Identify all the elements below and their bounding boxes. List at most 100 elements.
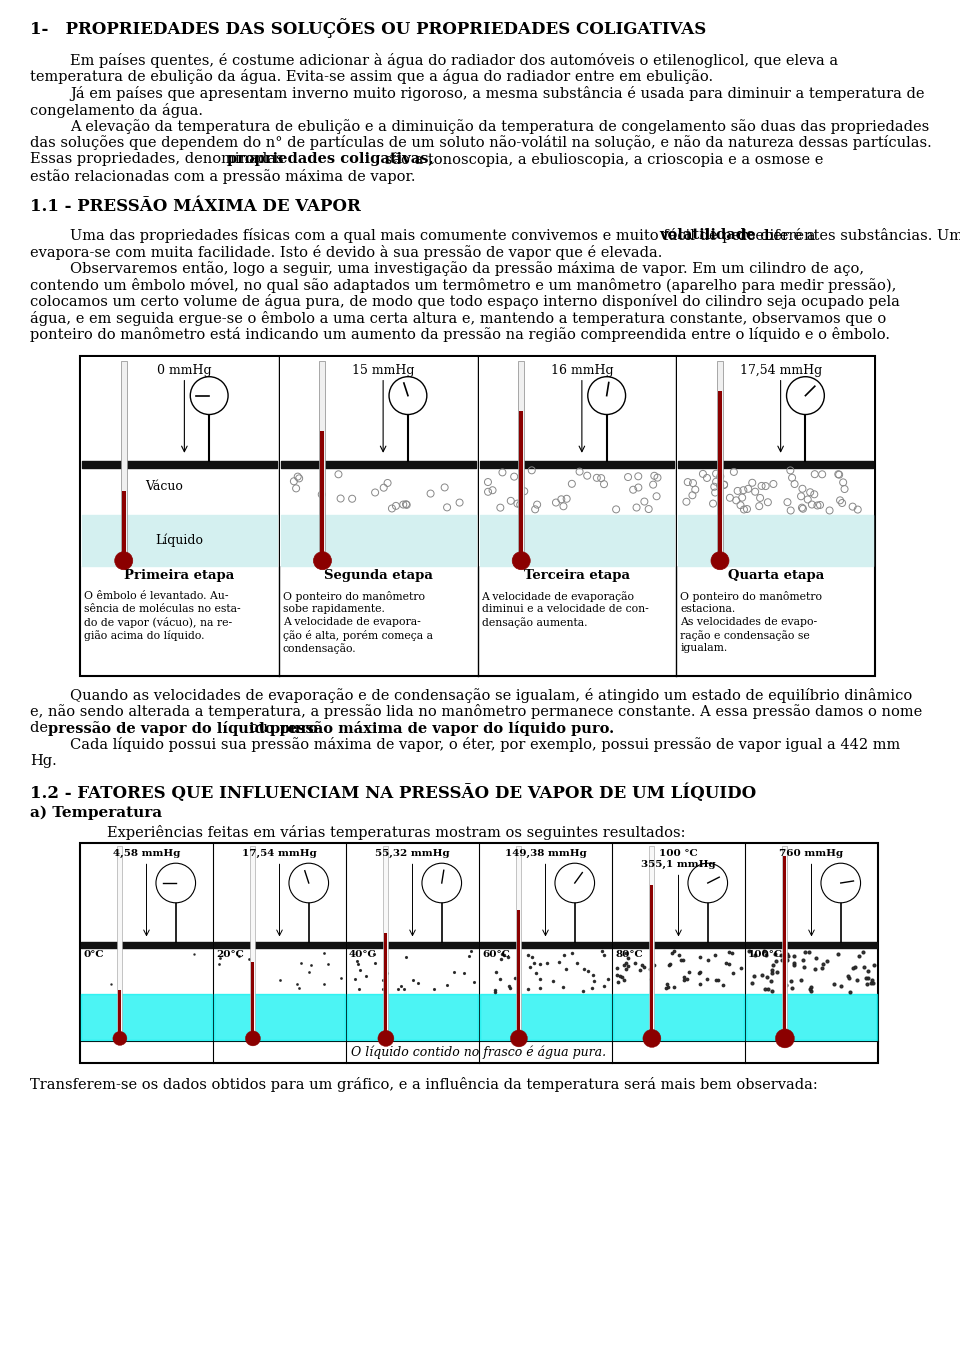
Text: 0°C: 0°C — [83, 950, 104, 960]
Text: das soluções que dependem do n° de partículas de um soluto não-volátil na soluçã: das soluções que dependem do n° de partí… — [30, 136, 932, 151]
Text: As velocidades de evapo-: As velocidades de evapo- — [681, 616, 817, 627]
Text: água, e em seguida ergue-se o êmbolo a uma certa altura e, mantendo a temperatur: água, e em seguida ergue-se o êmbolo a u… — [30, 311, 886, 326]
Circle shape — [786, 376, 825, 415]
Text: Uma das propriedades físicas com a qual mais comumente convivemos e muito fácil : Uma das propriedades físicas com a qual … — [70, 229, 820, 244]
Text: igualam.: igualam. — [681, 642, 728, 653]
Bar — [251, 846, 255, 1039]
Circle shape — [821, 864, 860, 902]
Text: contendo um êmbolo móvel, no qual são adaptados um termômetro e um manômetro (ap: contendo um êmbolo móvel, no qual são ad… — [30, 278, 897, 293]
Circle shape — [246, 1031, 260, 1046]
Bar — [677, 357, 874, 565]
Bar — [81, 357, 277, 565]
Circle shape — [113, 1031, 127, 1046]
Text: condensação.: condensação. — [283, 642, 356, 653]
Text: 0 mmHg: 0 mmHg — [157, 364, 212, 376]
Text: 80°C: 80°C — [615, 950, 642, 960]
Text: a) Temperatura: a) Temperatura — [30, 805, 162, 820]
Circle shape — [588, 376, 626, 415]
Bar — [80, 356, 875, 676]
Text: evapora-se com muita facilidade. Isto é devido à sua pressão de vapor que é elev: evapora-se com muita facilidade. Isto é … — [30, 245, 662, 260]
Text: Segunda etapa: Segunda etapa — [324, 568, 433, 582]
Circle shape — [643, 1029, 660, 1047]
Bar — [117, 846, 123, 1039]
Text: Terceira etapa: Terceira etapa — [524, 568, 630, 582]
Circle shape — [314, 552, 331, 570]
Circle shape — [511, 1029, 527, 1047]
Circle shape — [422, 864, 462, 902]
Bar — [717, 360, 723, 561]
Text: ção é alta, porém começa a: ção é alta, porém começa a — [283, 630, 433, 641]
Text: Em países quentes, é costume adicionar à água do radiador dos automóveis o etile: Em países quentes, é costume adicionar à… — [70, 53, 838, 68]
Text: temperatura de ebulição da água. Evita-se assim que a água do radiador entre em : temperatura de ebulição da água. Evita-s… — [30, 70, 713, 85]
Text: 100°C: 100°C — [748, 950, 783, 960]
Text: estaciona.: estaciona. — [681, 604, 735, 613]
Bar — [518, 360, 524, 561]
Text: do de vapor (vácuo), na re-: do de vapor (vácuo), na re- — [84, 616, 232, 628]
Text: Cada líquido possui sua pressão máxima de vapor, o éter, por exemplo, possui pre: Cada líquido possui sua pressão máxima d… — [70, 737, 900, 752]
Bar — [279, 357, 476, 565]
Text: 100 °C: 100 °C — [660, 849, 698, 858]
Text: Experiências feitas em várias temperaturas mostram os seguintes resultados:: Experiências feitas em várias temperatur… — [70, 826, 685, 841]
Text: 149,38 mmHg: 149,38 mmHg — [505, 849, 587, 858]
Bar — [320, 360, 325, 561]
Text: Líquido: Líquido — [156, 534, 204, 548]
Text: 17,54 mmHg: 17,54 mmHg — [242, 849, 317, 858]
Text: 20°C: 20°C — [216, 950, 244, 960]
Text: Vácuo: Vácuo — [145, 479, 183, 493]
Circle shape — [776, 1029, 795, 1047]
Text: propriedades coligativas,: propriedades coligativas, — [227, 152, 433, 166]
Bar — [517, 910, 520, 1039]
Text: ponteiro do manômetro está indicando um aumento da pressão na região compreendid: ponteiro do manômetro está indicando um … — [30, 327, 890, 342]
Bar — [783, 856, 786, 1039]
Text: pressão máxima de vapor do líquido puro.: pressão máxima de vapor do líquido puro. — [270, 720, 613, 735]
Bar — [252, 961, 254, 1039]
Circle shape — [688, 864, 728, 902]
Circle shape — [513, 552, 530, 570]
Bar — [649, 846, 655, 1039]
Text: de: de — [30, 720, 53, 735]
Circle shape — [289, 864, 328, 902]
Circle shape — [156, 864, 196, 902]
Bar — [80, 843, 878, 1064]
Bar — [651, 884, 654, 1039]
Text: congelamento da água.: congelamento da água. — [30, 103, 203, 118]
Text: 1-   PROPRIEDADES DAS SOLUÇÕES OU PROPRIEDADES COLIGATIVAS: 1- PROPRIEDADES DAS SOLUÇÕES OU PROPRIED… — [30, 18, 707, 38]
Circle shape — [711, 552, 729, 570]
Text: gião acima do líquido.: gião acima do líquido. — [84, 630, 204, 641]
Text: densação aumenta.: densação aumenta. — [482, 616, 587, 627]
Circle shape — [378, 1031, 394, 1046]
Text: Observaremos então, logo a seguir, uma investigação da pressão máxima de vapor. : Observaremos então, logo a seguir, uma i… — [70, 261, 864, 277]
Text: ou: ou — [245, 720, 273, 735]
Bar — [121, 360, 127, 561]
Text: O êmbolo é levantado. Au-: O êmbolo é levantado. Au- — [84, 590, 228, 601]
Text: 40°C: 40°C — [349, 950, 376, 960]
Text: 15 mmHg: 15 mmHg — [352, 364, 415, 376]
Text: ração e condensação se: ração e condensação se — [681, 630, 810, 641]
Circle shape — [555, 864, 594, 902]
Text: Transferem-se os dados obtidos para um gráfico, e a influência da temperatura se: Transferem-se os dados obtidos para um g… — [30, 1077, 818, 1092]
Text: sobe rapidamente.: sobe rapidamente. — [283, 604, 385, 613]
Circle shape — [389, 376, 427, 415]
Text: Quarta etapa: Quarta etapa — [728, 568, 824, 582]
Circle shape — [115, 552, 132, 570]
Text: Hg.: Hg. — [30, 754, 57, 768]
Text: 355,1 mmHg: 355,1 mmHg — [641, 860, 716, 869]
Bar — [383, 846, 389, 1039]
Bar — [519, 411, 523, 561]
Bar — [782, 846, 787, 1039]
Text: O ponteiro do manômetro: O ponteiro do manômetro — [283, 590, 424, 602]
Text: pressão de vapor do líquido puro: pressão de vapor do líquido puro — [48, 720, 319, 735]
Text: colocamos um certo volume de água pura, de modo que todo espaço interno disponív: colocamos um certo volume de água pura, … — [30, 294, 900, 309]
Bar — [478, 357, 675, 565]
Bar — [384, 932, 388, 1039]
Text: 4,58 mmHg: 4,58 mmHg — [113, 849, 180, 858]
Text: 55,32 mmHg: 55,32 mmHg — [375, 849, 450, 858]
Text: Já em países que apresentam inverno muito rigoroso, a mesma substância é usada p: Já em países que apresentam inverno muit… — [70, 86, 924, 101]
Text: O ponteiro do manômetro: O ponteiro do manômetro — [681, 590, 823, 602]
Text: sência de moléculas no esta-: sência de moléculas no esta- — [84, 604, 241, 613]
Text: O líquido contido no frasco é água pura.: O líquido contido no frasco é água pura. — [351, 1046, 607, 1060]
Circle shape — [190, 376, 228, 415]
Text: 1.1 - PRESSÃO MÁXIMA DE VAPOR: 1.1 - PRESSÃO MÁXIMA DE VAPOR — [30, 199, 361, 215]
Bar — [122, 490, 126, 561]
Text: diminui e a velocidade de con-: diminui e a velocidade de con- — [482, 604, 648, 613]
